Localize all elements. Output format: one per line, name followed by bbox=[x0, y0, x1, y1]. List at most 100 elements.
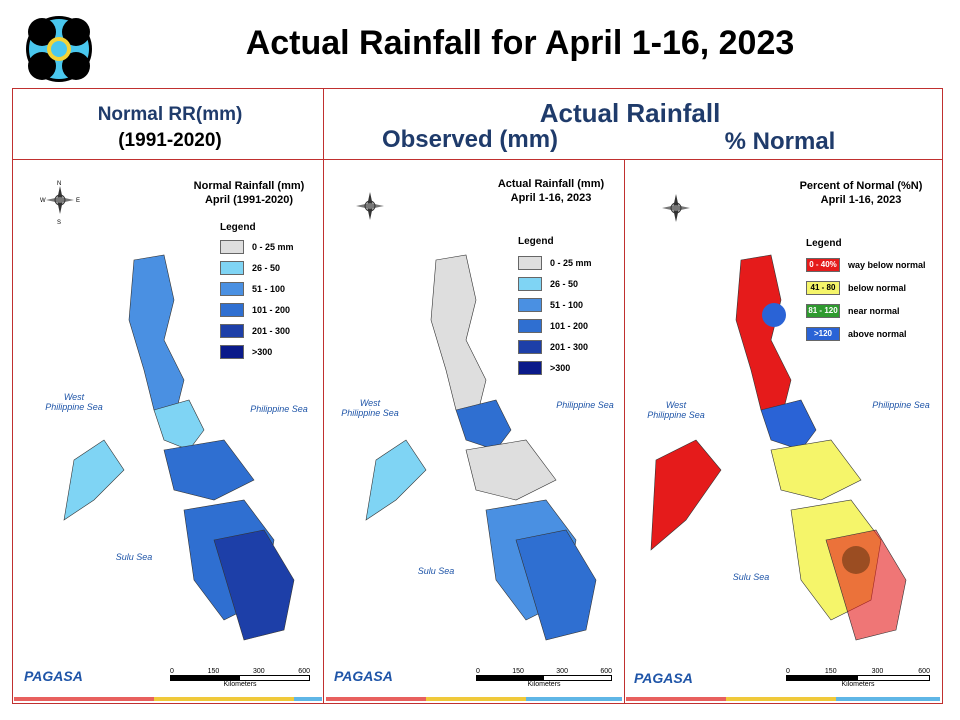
footer-bar-red-3 bbox=[626, 697, 726, 701]
panel-divider-1 bbox=[323, 159, 324, 704]
compass-e: E bbox=[76, 198, 80, 204]
actual-header: Actual Rainfall bbox=[539, 98, 721, 128]
normal-header-line2: (1991-2020) bbox=[118, 130, 222, 151]
legend-label: way below normal bbox=[848, 260, 926, 270]
legend-swatch bbox=[518, 361, 542, 375]
legend-swatch bbox=[518, 298, 542, 312]
observed-header: Observed (mm) bbox=[381, 126, 559, 153]
legend-item: >300 bbox=[220, 345, 272, 359]
legend-label: 51 - 100 bbox=[550, 300, 584, 310]
philippines-actual-map bbox=[365, 254, 597, 641]
legend-title-2: Legend bbox=[518, 236, 554, 247]
percent-normal-map-panel: Percent of Normal (%N) April 1-16, 2023 … bbox=[626, 160, 940, 700]
footer-bar-yellow-3 bbox=[726, 697, 836, 701]
compass-w: W bbox=[40, 198, 46, 204]
legend-label: 51 - 100 bbox=[252, 284, 286, 294]
legend-item: >120 above normal bbox=[806, 327, 907, 341]
legend-swatch: 41 - 80 bbox=[806, 281, 840, 295]
sea-label-east-2: Philippine Sea bbox=[556, 400, 614, 410]
legend-label: 101 - 200 bbox=[550, 321, 589, 331]
legend-swatch bbox=[518, 277, 542, 291]
footer-bar-blue-2 bbox=[526, 697, 622, 701]
compass-icon: N S E W bbox=[40, 181, 80, 226]
scale-bar-3: 0 150 300 600 Kilometers bbox=[786, 668, 930, 688]
compass-icon bbox=[356, 192, 384, 220]
sea-label-east-1: Philippine Sea bbox=[250, 404, 308, 414]
footer-bar-red bbox=[14, 697, 154, 701]
legend-swatch bbox=[220, 303, 244, 317]
map-title-3b: April 1-16, 2023 bbox=[820, 194, 902, 206]
legend-item: >300 bbox=[518, 361, 570, 375]
compass-n: N bbox=[57, 181, 61, 187]
legend-item: 201 - 300 bbox=[518, 340, 588, 354]
legend-swatch: 81 - 120 bbox=[806, 304, 840, 318]
sea-label-east-3: Philippine Sea bbox=[872, 400, 930, 410]
legend-label: below normal bbox=[848, 283, 907, 293]
legend-item: 51 - 100 bbox=[220, 282, 285, 296]
map-title-2b: April 1-16, 2023 bbox=[510, 192, 592, 204]
footer-bar-blue bbox=[294, 697, 322, 701]
legend-item: 26 - 50 bbox=[518, 277, 578, 291]
legend-swatch bbox=[518, 340, 542, 354]
pagasa-brand-2: PAGASA bbox=[334, 668, 393, 684]
footer-bar-blue-3 bbox=[836, 697, 940, 701]
sea-label-west-1: West Philippine Sea bbox=[45, 392, 103, 412]
legend-label: >300 bbox=[550, 363, 571, 373]
legend-title-3: Legend bbox=[806, 238, 842, 249]
legend-label: 201 - 300 bbox=[550, 342, 589, 352]
legend-swatch: >120 bbox=[806, 327, 840, 341]
map-title-1b: April (1991-2020) bbox=[204, 194, 294, 206]
map-title-2a: Actual Rainfall (mm) bbox=[497, 178, 605, 190]
footer-bar-yellow bbox=[154, 697, 294, 701]
legend-item: 41 - 80 below normal bbox=[806, 281, 906, 295]
actual-rainfall-map-panel: Actual Rainfall (mm) April 1-16, 2023 Le… bbox=[326, 160, 622, 700]
footer-bar-red-2 bbox=[326, 697, 426, 701]
legend-label: above normal bbox=[848, 329, 907, 339]
legend-item: 0 - 25 mm bbox=[518, 256, 592, 270]
legend-swatch bbox=[220, 345, 244, 359]
legend-label: >300 bbox=[252, 347, 273, 357]
pagasa-brand-3: PAGASA bbox=[634, 670, 693, 686]
legend-label: 26 - 50 bbox=[252, 263, 281, 273]
map-title-3a: Percent of Normal (%N) bbox=[799, 180, 923, 192]
scale-bar-2: 0 150 300 600 Kilometers bbox=[476, 668, 612, 688]
compass-icon bbox=[662, 194, 690, 222]
legend-swatch bbox=[220, 324, 244, 338]
legend-title-1: Legend bbox=[220, 222, 256, 233]
legend-swatch: 0 - 40% bbox=[806, 258, 840, 272]
legend-item: 81 - 120 near normal bbox=[806, 304, 900, 318]
legend-swatch bbox=[220, 240, 244, 254]
sea-label-sulu-1: Sulu Sea bbox=[115, 552, 153, 562]
legend-swatch bbox=[220, 261, 244, 275]
panel-frame bbox=[12, 159, 943, 704]
legend-item: 201 - 300 bbox=[220, 324, 290, 338]
legend-item: 0 - 25 mm bbox=[220, 240, 294, 254]
map-title-1a: Normal Rainfall (mm) bbox=[193, 180, 305, 192]
panel-divider-2 bbox=[624, 159, 625, 704]
legend-swatch bbox=[220, 282, 244, 296]
normal-rainfall-map-panel: N S E W Normal Rainfall (mm) April (1991… bbox=[14, 160, 322, 700]
legend-item: 0 - 40% way below normal bbox=[806, 258, 926, 272]
sea-label-sulu-2: Sulu Sea bbox=[417, 566, 455, 576]
normal-header-line1: Normal RR(mm) bbox=[97, 104, 243, 125]
scale-bar-1: 0 150 300 600 Kilometers bbox=[170, 668, 310, 688]
legend-label: 26 - 50 bbox=[550, 279, 579, 289]
legend-swatch bbox=[518, 256, 542, 270]
sea-label-west-2: West Philippine Sea bbox=[341, 398, 399, 418]
legend-label: 101 - 200 bbox=[252, 305, 291, 315]
legend-item: 51 - 100 bbox=[518, 298, 583, 312]
legend-label: near normal bbox=[848, 306, 900, 316]
compass-s: S bbox=[57, 220, 61, 226]
legend-label: 201 - 300 bbox=[252, 326, 291, 336]
sea-label-sulu-3: Sulu Sea bbox=[732, 572, 770, 582]
philippines-percent-map bbox=[650, 254, 907, 641]
legend-item: 26 - 50 bbox=[220, 261, 280, 275]
legend-label: 0 - 25 mm bbox=[252, 242, 294, 252]
legend-item: 101 - 200 bbox=[220, 303, 290, 317]
footer-bar-yellow-2 bbox=[426, 697, 526, 701]
pagasa-brand-1: PAGASA bbox=[24, 668, 83, 684]
philippines-normal-map bbox=[63, 254, 295, 641]
legend-swatch bbox=[518, 319, 542, 333]
legend-label: 0 - 25 mm bbox=[550, 258, 592, 268]
percent-header: % Normal bbox=[724, 128, 836, 155]
